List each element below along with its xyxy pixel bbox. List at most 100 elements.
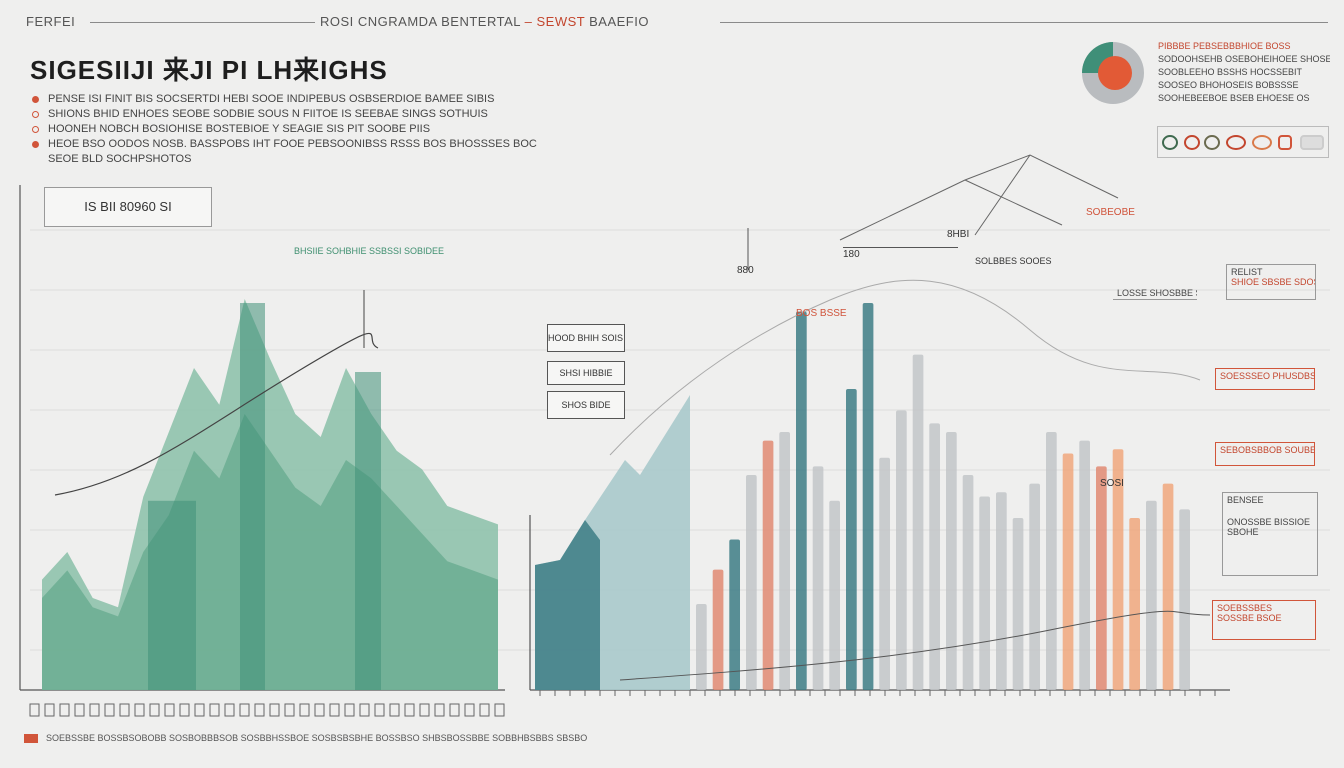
annotation-box-1: HOOD BHIH SOIS SEBOSE	[547, 324, 625, 352]
side-card-body: SOSSBE BSOE	[1217, 613, 1282, 623]
peak-label-c: 8HBI	[947, 229, 970, 240]
peak-label-e: SOLBBES SOOES	[975, 256, 1052, 266]
bullet-text: SHIONS BHID ENHOES SEOBE SODBIE SOUS N F…	[48, 108, 488, 120]
bar	[946, 432, 957, 690]
right-area-front	[535, 520, 600, 690]
bar	[1112, 449, 1124, 690]
footer-note: SOEBSSBE BOSSBSOBOBB SOSBOBBBSOB SOSBBHS…	[24, 733, 588, 744]
peak-label-a: 880	[737, 265, 754, 276]
bar	[829, 500, 840, 690]
side-card-title: SEBOBSBBOB SOUBE	[1220, 445, 1315, 455]
swatch-olive-icon	[1204, 135, 1220, 150]
connector-lines	[839, 154, 1119, 241]
green-note: BHSIIE SOHBHIE SSBSSI SOBIDEE	[294, 246, 445, 256]
bar	[1146, 500, 1157, 690]
bar	[729, 539, 740, 690]
swatch-salmon-icon	[1278, 135, 1292, 150]
x-tick-glyph	[164, 703, 175, 717]
x-tick-glyph	[194, 703, 205, 717]
x-tick-glyph	[239, 703, 250, 717]
color-swatch-row	[1157, 126, 1329, 158]
x-tick-glyph	[329, 703, 340, 717]
x-tick-glyph	[254, 703, 265, 717]
bar	[862, 303, 874, 690]
bar	[912, 354, 924, 690]
x-tick-glyph	[389, 703, 400, 717]
header-center-label-a: ROSI CNGRAMDA BENTERTAL	[320, 14, 521, 29]
donut-core	[1098, 56, 1132, 90]
area-band	[355, 372, 381, 690]
bar	[812, 466, 824, 690]
x-tick-glyph	[74, 703, 85, 717]
footer-text: SOEBSSBE BOSSBSOBOBB SOSBOBBBSOB SOSBBHS…	[46, 733, 588, 743]
x-tick-glyph	[434, 703, 445, 717]
bar	[1096, 466, 1107, 690]
bar	[1062, 453, 1074, 690]
list-item: SHIONS BHID ENHOES SEOBE SODBIE SOUS N F…	[30, 107, 590, 122]
x-tick-glyph	[314, 703, 325, 717]
peak-label-d: SOBEOBE	[1086, 207, 1135, 218]
bar	[1179, 509, 1190, 690]
list-item: HOONEH NOBCH BOSIOHISE BOSTEBIOE Y SEAGI…	[30, 122, 590, 137]
swatch-orange-icon	[1252, 135, 1272, 150]
side-card: BENSEE ONOSSBE BISSIOE SBOHE	[1222, 492, 1318, 576]
header-rule-left	[90, 22, 315, 23]
x-tick-glyph	[374, 703, 385, 717]
annotation-box-2: SHSI HIBBIE	[547, 361, 625, 385]
x-tick-glyph	[494, 703, 505, 717]
peak-label-b: 180	[843, 247, 958, 263]
side-card: LOSSE SHOSBBE SBE	[1113, 286, 1197, 300]
bar	[879, 457, 890, 690]
header-center-label-b: – SEWST	[524, 14, 585, 29]
side-card-title: BENSEE	[1227, 495, 1264, 505]
annotation-box-3: SHOS BIDE	[547, 391, 625, 419]
swatch-green-icon	[1162, 135, 1178, 150]
x-tick-glyph	[59, 703, 70, 717]
x-tick-glyph	[119, 703, 130, 717]
bar	[1046, 432, 1057, 690]
peak-label-f: BOS BSSE	[796, 308, 847, 319]
bar	[762, 440, 774, 690]
bar	[1079, 440, 1090, 690]
flag-icon	[24, 734, 38, 744]
list-item: SEOE BLD SOCHPSHOTOS	[30, 152, 590, 167]
bar	[979, 496, 990, 690]
header-center-label-c: BAAEFIO	[589, 14, 649, 29]
legend-panel: PIBBBE PEBSEBBBHIOE BOSS SODOOHSEHB OSEB…	[1158, 40, 1330, 105]
x-tick-glyph	[404, 703, 415, 717]
bar	[846, 389, 857, 690]
bar	[962, 475, 974, 690]
bullet-dot-icon	[32, 96, 39, 103]
side-card-title: SOESSSEO PHUSDBSE	[1220, 371, 1315, 381]
bar	[896, 410, 907, 690]
bullet-dot-icon	[32, 141, 39, 148]
baseline-curve	[619, 610, 1211, 681]
peak-label-g: SOSI	[1100, 478, 1124, 489]
x-tick-glyph	[44, 703, 55, 717]
x-tick-glyph	[269, 703, 280, 717]
bar	[1012, 518, 1024, 690]
bullet-text: HOONEH NOBCH BOSIOHISE BOSTEBIOE Y SEAGI…	[48, 123, 431, 135]
side-card: SOEBSSBES SOSSBE BSOE	[1212, 600, 1316, 640]
x-tick-glyph	[149, 703, 160, 717]
x-tick-glyph	[344, 703, 355, 717]
bar	[746, 475, 757, 690]
area-series-front	[42, 414, 498, 690]
x-tick-glyph	[209, 703, 220, 717]
x-tick-glyph	[89, 703, 100, 717]
header-left-label: FERFEI	[26, 14, 76, 29]
swatch-grey-icon	[1300, 135, 1324, 150]
x-tick-glyph	[134, 703, 145, 717]
list-item: PENSE ISI FINIT BIS SOCSERTDI HEBI SOOE …	[30, 92, 590, 107]
bullet-dot-icon	[32, 111, 39, 118]
header-rule-right	[720, 22, 1328, 23]
side-card-title: RELIST	[1231, 267, 1263, 277]
legend-line: SOOHEBEEBOE BSEB EHOESE OS	[1158, 93, 1310, 103]
bar	[712, 569, 724, 690]
legend-line: SOOSEO BHOHOSEIS BOBSSSE	[1158, 80, 1299, 90]
bar	[1129, 518, 1140, 690]
legend-line: PIBBBE PEBSEBBBHIOE BOSS	[1158, 41, 1291, 51]
side-card: SOESSSEO PHUSDBSE	[1215, 368, 1315, 390]
header-center-label: ROSI CNGRAMDA BENTERTAL – SEWST BAAEFIO	[320, 14, 649, 29]
x-tick-glyph	[464, 703, 475, 717]
